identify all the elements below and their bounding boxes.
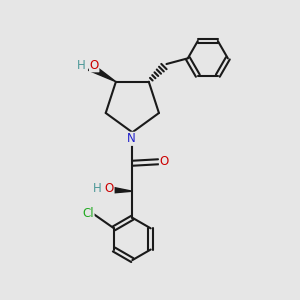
Polygon shape (88, 64, 116, 82)
Text: H: H (77, 59, 86, 72)
Text: O: O (160, 155, 169, 168)
Text: Cl: Cl (82, 208, 94, 220)
Text: N: N (127, 132, 136, 145)
Polygon shape (106, 186, 132, 194)
Text: O: O (105, 182, 114, 195)
Text: H: H (93, 182, 102, 195)
Text: O: O (90, 59, 99, 72)
